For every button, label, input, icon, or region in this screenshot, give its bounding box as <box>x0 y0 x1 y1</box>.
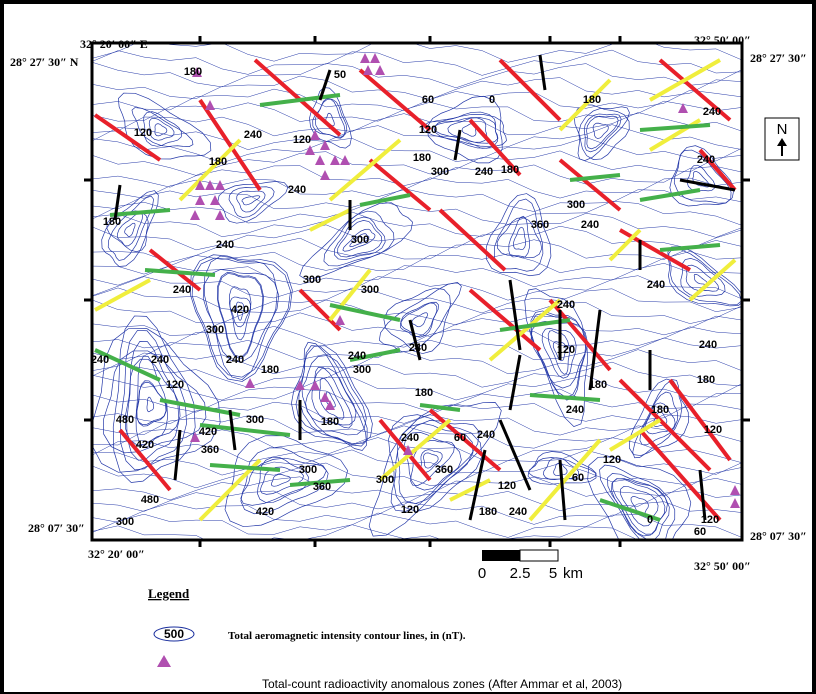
contour-label: 180 <box>415 387 433 399</box>
contour-label: 480 <box>141 494 159 506</box>
coord-label: 28° 27′ 30″ N <box>10 55 79 69</box>
contour-label: 420 <box>256 506 274 518</box>
north-arrow: N <box>765 118 799 160</box>
contour-label: 240 <box>226 354 244 366</box>
coord-label: 32° 20′ 00″ E <box>80 37 148 51</box>
coord-label: 32° 20′ 00″ <box>88 547 145 561</box>
contour-label: 120 <box>701 514 719 526</box>
contour-label: 300 <box>299 464 317 476</box>
legend-title: Legend <box>148 586 190 601</box>
contour-label: 60 <box>572 472 584 484</box>
contour-label: 240 <box>703 106 721 118</box>
contour-label: 180 <box>413 152 431 164</box>
contour-label: 120 <box>401 504 419 516</box>
coord-label: 32° 50′ 00″ <box>694 33 751 47</box>
contour-label: 300 <box>246 414 264 426</box>
contour-label: 120 <box>704 424 722 436</box>
north-label: N <box>777 121 788 138</box>
contour-label: 120 <box>166 379 184 391</box>
contour-label: 240 <box>401 432 419 444</box>
coord-label: 32° 50′ 00″ <box>694 559 751 573</box>
contour-label: 240 <box>244 129 262 141</box>
scale-label: 0 <box>478 565 486 582</box>
legend-text: Total aeromagnetic intensity contour lin… <box>228 630 466 642</box>
contour-label: 240 <box>581 219 599 231</box>
contour-label: 240 <box>699 339 717 351</box>
contour-label: 180 <box>261 364 279 376</box>
contour-label: 240 <box>151 354 169 366</box>
contour-label: 60 <box>422 94 434 106</box>
scale-unit: km <box>563 565 583 582</box>
contour-label: 480 <box>116 414 134 426</box>
contour-label: 60 <box>454 432 466 444</box>
coord-label: 28° 27′ 30″ <box>750 51 807 65</box>
contour-label: 300 <box>206 324 224 336</box>
contour-label: 120 <box>557 344 575 356</box>
contour-label: 360 <box>313 481 331 493</box>
contour-label: 180 <box>209 156 227 168</box>
contour-label: 240 <box>288 184 306 196</box>
contour-label: 240 <box>697 154 715 166</box>
legend-contour-value: 500 <box>164 627 184 641</box>
contour-label: 240 <box>475 166 493 178</box>
contour-label: 240 <box>477 429 495 441</box>
contour-label: 240 <box>173 284 191 296</box>
contour-label: 300 <box>351 234 369 246</box>
contour-label: 180 <box>184 66 202 78</box>
contour-label: 120 <box>293 134 311 146</box>
contour-label: 420 <box>136 439 154 451</box>
contour-label: 180 <box>103 216 121 228</box>
contour-label: 0 <box>489 94 495 106</box>
contour-label: 300 <box>567 199 585 211</box>
contour-label: 120 <box>419 124 437 136</box>
contour-label: 360 <box>435 464 453 476</box>
contour-label: 300 <box>353 364 371 376</box>
contour-label: 240 <box>91 354 109 366</box>
scale-label: 5 <box>549 565 557 582</box>
contour-label: 300 <box>303 274 321 286</box>
contour-label: 120 <box>603 454 621 466</box>
contour-label: 180 <box>479 506 497 518</box>
contour-label: 0 <box>647 514 653 526</box>
contour-label: 300 <box>376 474 394 486</box>
contour-label: 360 <box>531 219 549 231</box>
contour-label: 180 <box>697 374 715 386</box>
contour-label: 240 <box>216 239 234 251</box>
contour-label: 240 <box>348 350 366 362</box>
contour-label: 240 <box>566 404 584 416</box>
legend-text: Total-count radioactivity anomalous zone… <box>262 677 622 691</box>
scale-label: 2.5 <box>510 565 531 582</box>
contour-label: 360 <box>201 444 219 456</box>
contour-label: 120 <box>134 127 152 139</box>
contour-label: 300 <box>431 166 449 178</box>
contour-label: 240 <box>647 279 665 291</box>
coord-label: 28° 07′ 30″ <box>750 529 807 543</box>
contour-label: 180 <box>589 379 607 391</box>
contour-label: 300 <box>116 516 134 528</box>
contour-label: 180 <box>583 94 601 106</box>
contour-label: 180 <box>651 404 669 416</box>
contour-label: 50 <box>334 69 346 81</box>
contour-label: 180 <box>501 164 519 176</box>
contour-label: 120 <box>498 480 516 492</box>
contour-label: 240 <box>509 506 527 518</box>
contour-label: 240 <box>557 299 575 311</box>
contour-label: 420 <box>231 304 249 316</box>
contour-label: 60 <box>694 526 706 538</box>
coord-label: 28° 07′ 30″ <box>28 521 85 535</box>
contour-label: 300 <box>361 284 379 296</box>
contour-label: 240 <box>409 342 427 354</box>
map-page: 32° 20′ 00″ E 28° 27′ 30″ N 32° 50′ 00″ … <box>0 0 816 694</box>
contour-label: 420 <box>199 426 217 438</box>
contour-label: 180 <box>321 416 339 428</box>
